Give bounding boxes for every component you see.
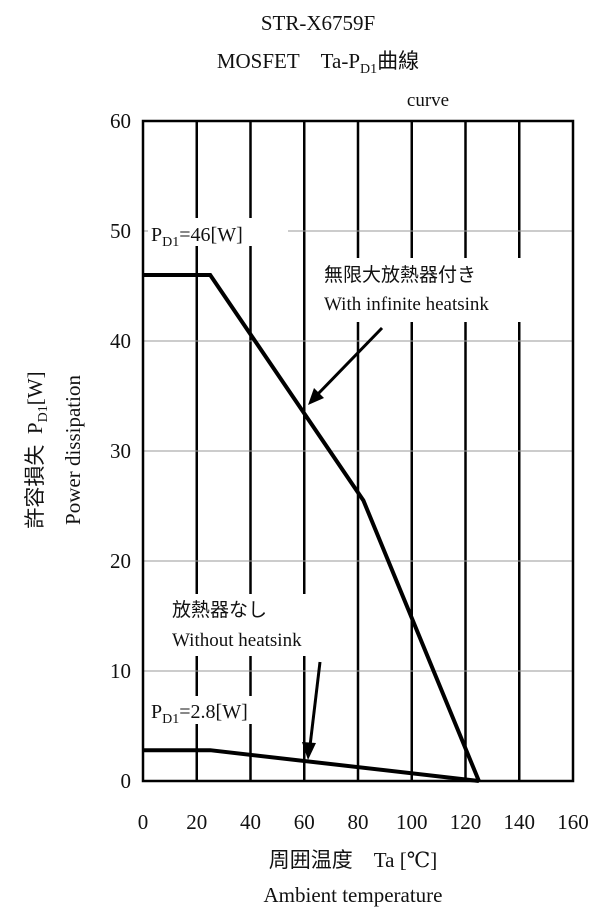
- x-axis-label-en: Ambient temperature: [263, 883, 442, 907]
- no-heatsink-arrow-line: [308, 661, 322, 747]
- y-tick-label: 30: [110, 439, 131, 463]
- y-tick-label: 40: [110, 329, 131, 353]
- heatsink-label-bg: [318, 258, 540, 322]
- series-line-without-heatsink: [143, 748, 480, 783]
- plot-frame: [141, 119, 575, 783]
- heatsink-label-en: With infinite heatsink: [324, 294, 489, 315]
- heatsink-arrow-line: [314, 326, 384, 398]
- no-heatsink-label-bg: [164, 594, 344, 656]
- y-tick-label: 10: [110, 659, 131, 683]
- chart-title-line2: MOSFET Ta-PD1曲線: [217, 49, 419, 77]
- pd-low-label: PD1=2.8[W]: [151, 701, 248, 727]
- x-tick-labels: 0 20 40 60 80 100 120 140 160: [138, 810, 589, 834]
- x-tick-label: 0: [138, 810, 149, 834]
- y-axis-label-jp: 許容損失 PD1[W]: [23, 371, 51, 528]
- x-tick-label: 100: [396, 810, 428, 834]
- x-tick-label: 40: [240, 810, 261, 834]
- y-tick-label: 20: [110, 549, 131, 573]
- x-tick-label: 120: [450, 810, 482, 834]
- heatsink-label-jp: 無限大放熱器付き: [324, 264, 476, 286]
- y-tick-labels: 0 10 20 30 40 50 60: [110, 109, 131, 793]
- pd-high-label: PD1=46[W]: [151, 224, 243, 250]
- no-heatsink-arrow-head: [302, 742, 316, 760]
- pd-low-label-bg: [148, 696, 290, 724]
- x-tick-label: 60: [294, 810, 315, 834]
- series-line-infinite-heatsink: [143, 273, 481, 782]
- y-tick-label: 0: [121, 769, 132, 793]
- no-heatsink-label-jp: 放熱器なし: [172, 599, 267, 621]
- x-tick-label: 140: [504, 810, 536, 834]
- no-heatsink-label-en: Without heatsink: [172, 630, 302, 651]
- x-tick-label: 20: [186, 810, 207, 834]
- x-tick-label: 160: [557, 810, 589, 834]
- y-tick-label: 50: [110, 219, 131, 243]
- pd-high-label-bg: [148, 218, 288, 246]
- heatsink-arrow-head: [308, 388, 324, 405]
- chart-title-line1: STR-X6759F: [261, 11, 375, 35]
- chart-title-line3: curve: [407, 90, 449, 111]
- y-tick-label: 60: [110, 109, 131, 133]
- x-tick-label: 80: [348, 810, 369, 834]
- y-axis-label-en: Power dissipation: [61, 375, 85, 525]
- x-axis-label-jp: 周囲温度 Ta [℃]: [269, 848, 437, 872]
